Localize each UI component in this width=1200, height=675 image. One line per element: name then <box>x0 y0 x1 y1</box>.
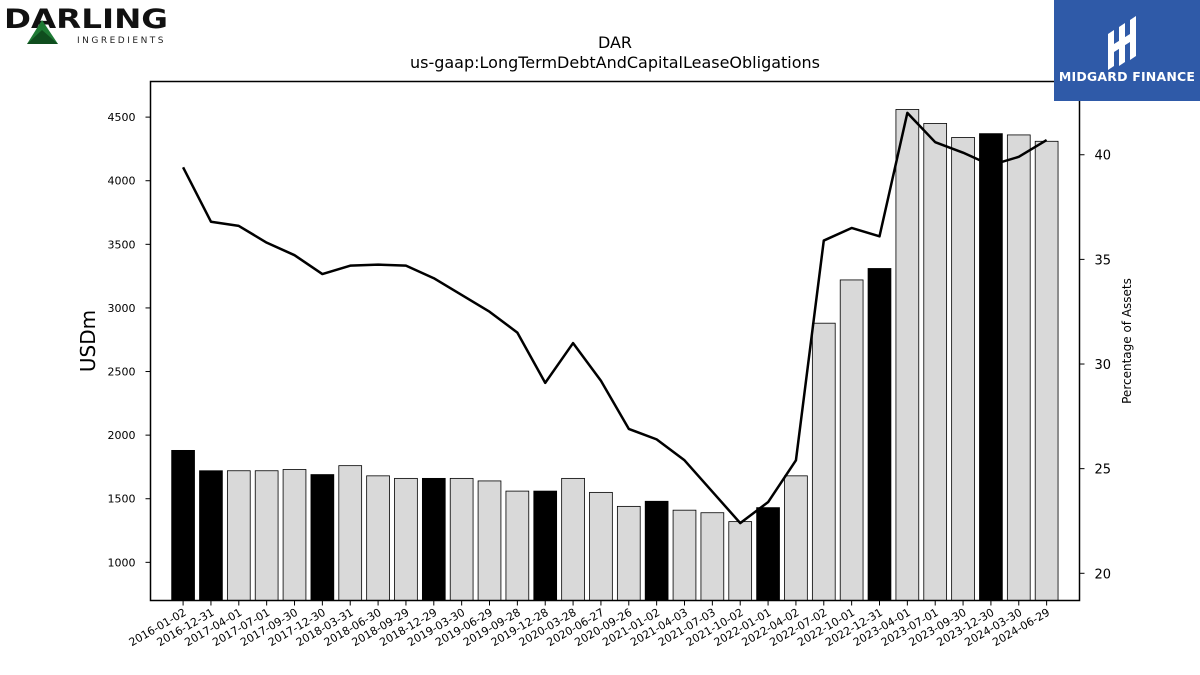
y-tick-label: 3000 <box>108 302 136 315</box>
bar <box>923 123 948 601</box>
bar <box>533 490 558 601</box>
bar <box>839 279 864 601</box>
bar <box>421 477 446 601</box>
y-axis-right-label: Percentage of Assets <box>1120 278 1134 404</box>
midgard-mark-icon <box>1108 16 1136 70</box>
y-tick-label: 1500 <box>108 493 136 506</box>
bar <box>756 507 780 601</box>
darling-logo-subtitle: INGREDIENTS <box>77 36 166 46</box>
left-axis: 1000 1500 2000 2500 3000 3500 4000 4500 <box>108 111 151 569</box>
bar <box>338 465 363 601</box>
bar <box>644 500 669 601</box>
bar <box>1034 140 1059 601</box>
midgard-finance-logo: MIDGARD FINANCE <box>1054 0 1200 101</box>
y-right-tick-label: 30 <box>1095 358 1112 373</box>
midgard-finance-wordmark: MIDGARD FINANCE <box>1058 69 1196 84</box>
bar <box>394 477 418 601</box>
y-axis-label: USDm <box>76 310 100 372</box>
y-tick-label: 2000 <box>108 429 136 442</box>
y-tick-label: 4000 <box>108 175 136 188</box>
bar <box>728 521 753 601</box>
darling-logo: DARLING INGREDIENTS <box>4 4 174 48</box>
bar <box>867 268 892 601</box>
line-series <box>181 111 1048 525</box>
bar <box>226 470 251 601</box>
bar <box>561 477 585 601</box>
right-axis: 20 25 30 35 40 <box>1079 149 1112 582</box>
y-tick-label: 3500 <box>108 238 136 251</box>
bar <box>254 470 279 601</box>
bar <box>951 137 975 601</box>
y-tick-label: 2500 <box>108 366 136 379</box>
bar <box>616 505 641 601</box>
bar <box>672 509 697 601</box>
bar <box>366 475 390 601</box>
bar <box>784 475 808 601</box>
chart-title: DAR <box>598 33 632 52</box>
bar <box>282 469 307 601</box>
bar <box>171 449 195 601</box>
y-right-tick-label: 25 <box>1095 463 1112 478</box>
y-tick-label: 4500 <box>108 111 136 124</box>
y-right-tick-label: 35 <box>1095 253 1112 268</box>
bar-series <box>171 109 1059 601</box>
bar <box>310 474 335 601</box>
bar <box>199 470 223 601</box>
darling-logo-wordmark: DARLING <box>4 4 168 35</box>
bar <box>700 512 725 601</box>
y-tick-label: 1000 <box>108 556 136 569</box>
series-line <box>181 111 1048 525</box>
plot-frame <box>149 80 1081 602</box>
bar <box>895 109 920 601</box>
y-right-tick-label: 40 <box>1095 149 1112 164</box>
bar <box>979 133 1003 601</box>
bar <box>477 480 502 601</box>
x-axis: 2016-01-022016-12-312017-04-012017-07-01… <box>127 600 1052 649</box>
bar <box>1006 134 1031 601</box>
bar <box>505 490 530 601</box>
bar <box>589 491 613 601</box>
bar <box>811 322 836 601</box>
y-right-tick-label: 20 <box>1095 567 1112 582</box>
chart-subtitle: us-gaap:LongTermDebtAndCapitalLeaseOblig… <box>410 53 820 72</box>
bar <box>449 477 474 601</box>
